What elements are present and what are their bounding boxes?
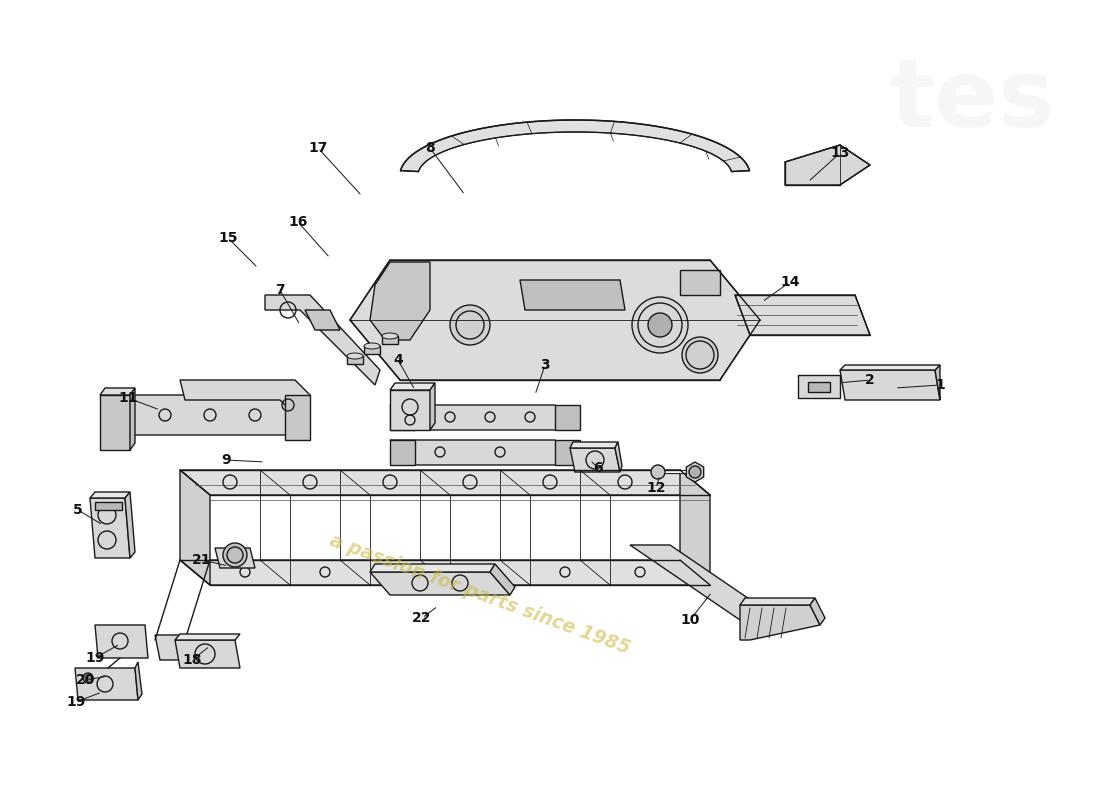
Polygon shape <box>785 145 870 185</box>
Text: 18: 18 <box>183 653 201 667</box>
Polygon shape <box>350 260 760 380</box>
Circle shape <box>450 305 490 345</box>
Text: a passion for parts since 1985: a passion for parts since 1985 <box>327 532 632 658</box>
Text: 6: 6 <box>593 461 603 475</box>
Polygon shape <box>390 440 580 465</box>
Polygon shape <box>680 270 720 295</box>
Polygon shape <box>740 598 815 605</box>
Polygon shape <box>370 262 430 340</box>
Polygon shape <box>798 375 840 398</box>
Polygon shape <box>100 388 135 395</box>
Polygon shape <box>735 295 870 335</box>
Circle shape <box>689 466 701 478</box>
Polygon shape <box>155 635 214 660</box>
Circle shape <box>82 673 94 683</box>
Polygon shape <box>400 120 749 171</box>
Polygon shape <box>100 395 130 450</box>
Polygon shape <box>390 383 435 390</box>
Polygon shape <box>390 405 415 430</box>
Text: 7: 7 <box>275 283 285 297</box>
Polygon shape <box>630 545 780 620</box>
Polygon shape <box>285 395 310 440</box>
Text: 2: 2 <box>865 373 874 387</box>
Text: 20: 20 <box>76 673 96 687</box>
Polygon shape <box>810 598 825 625</box>
Text: 12: 12 <box>647 481 666 495</box>
Polygon shape <box>556 440 580 465</box>
Polygon shape <box>75 668 138 700</box>
Text: 13: 13 <box>830 146 849 160</box>
Text: tes: tes <box>890 55 1055 147</box>
Polygon shape <box>520 280 625 310</box>
Text: 17: 17 <box>308 141 328 155</box>
Text: 22: 22 <box>412 611 431 625</box>
Polygon shape <box>740 605 820 640</box>
Text: 11: 11 <box>119 391 138 405</box>
Circle shape <box>648 313 672 337</box>
Ellipse shape <box>364 343 380 349</box>
Text: 8: 8 <box>425 141 435 155</box>
Polygon shape <box>346 356 363 364</box>
Polygon shape <box>370 572 510 595</box>
Ellipse shape <box>382 333 398 339</box>
Polygon shape <box>390 440 415 465</box>
Polygon shape <box>935 365 940 400</box>
Polygon shape <box>180 470 210 585</box>
Polygon shape <box>570 448 620 472</box>
Text: 21: 21 <box>192 553 211 567</box>
Polygon shape <box>390 405 580 430</box>
Polygon shape <box>430 383 434 430</box>
Text: 4: 4 <box>393 353 403 367</box>
Polygon shape <box>95 502 122 510</box>
Circle shape <box>651 465 666 479</box>
Polygon shape <box>125 492 135 558</box>
Polygon shape <box>180 470 710 495</box>
Polygon shape <box>90 498 130 558</box>
Text: 3: 3 <box>540 358 550 372</box>
Polygon shape <box>382 336 398 344</box>
Polygon shape <box>556 405 580 430</box>
Text: 10: 10 <box>680 613 700 627</box>
Polygon shape <box>490 564 515 595</box>
Text: 19: 19 <box>66 695 86 709</box>
Polygon shape <box>180 380 310 415</box>
Text: 14: 14 <box>780 275 800 289</box>
Ellipse shape <box>346 353 363 359</box>
Polygon shape <box>90 492 130 498</box>
Polygon shape <box>364 346 380 354</box>
Circle shape <box>223 543 248 567</box>
Text: 1: 1 <box>935 378 945 392</box>
Polygon shape <box>370 564 495 572</box>
Polygon shape <box>95 625 148 658</box>
Circle shape <box>632 297 688 353</box>
Polygon shape <box>180 560 710 585</box>
Polygon shape <box>680 470 710 585</box>
Circle shape <box>682 337 718 373</box>
Polygon shape <box>130 388 135 450</box>
Polygon shape <box>305 310 340 330</box>
Text: 15: 15 <box>218 231 238 245</box>
Polygon shape <box>175 640 240 668</box>
Text: 5: 5 <box>73 503 82 517</box>
Polygon shape <box>135 662 142 700</box>
Polygon shape <box>390 390 430 430</box>
Text: 16: 16 <box>288 215 308 229</box>
Polygon shape <box>840 370 940 400</box>
Polygon shape <box>686 462 704 482</box>
Polygon shape <box>265 295 379 385</box>
Polygon shape <box>130 395 310 435</box>
Polygon shape <box>570 442 618 448</box>
Polygon shape <box>840 365 940 370</box>
Text: 19: 19 <box>86 651 104 665</box>
Polygon shape <box>808 382 830 392</box>
Text: 9: 9 <box>221 453 231 467</box>
Polygon shape <box>175 634 240 640</box>
Polygon shape <box>214 548 255 568</box>
Polygon shape <box>615 442 622 472</box>
